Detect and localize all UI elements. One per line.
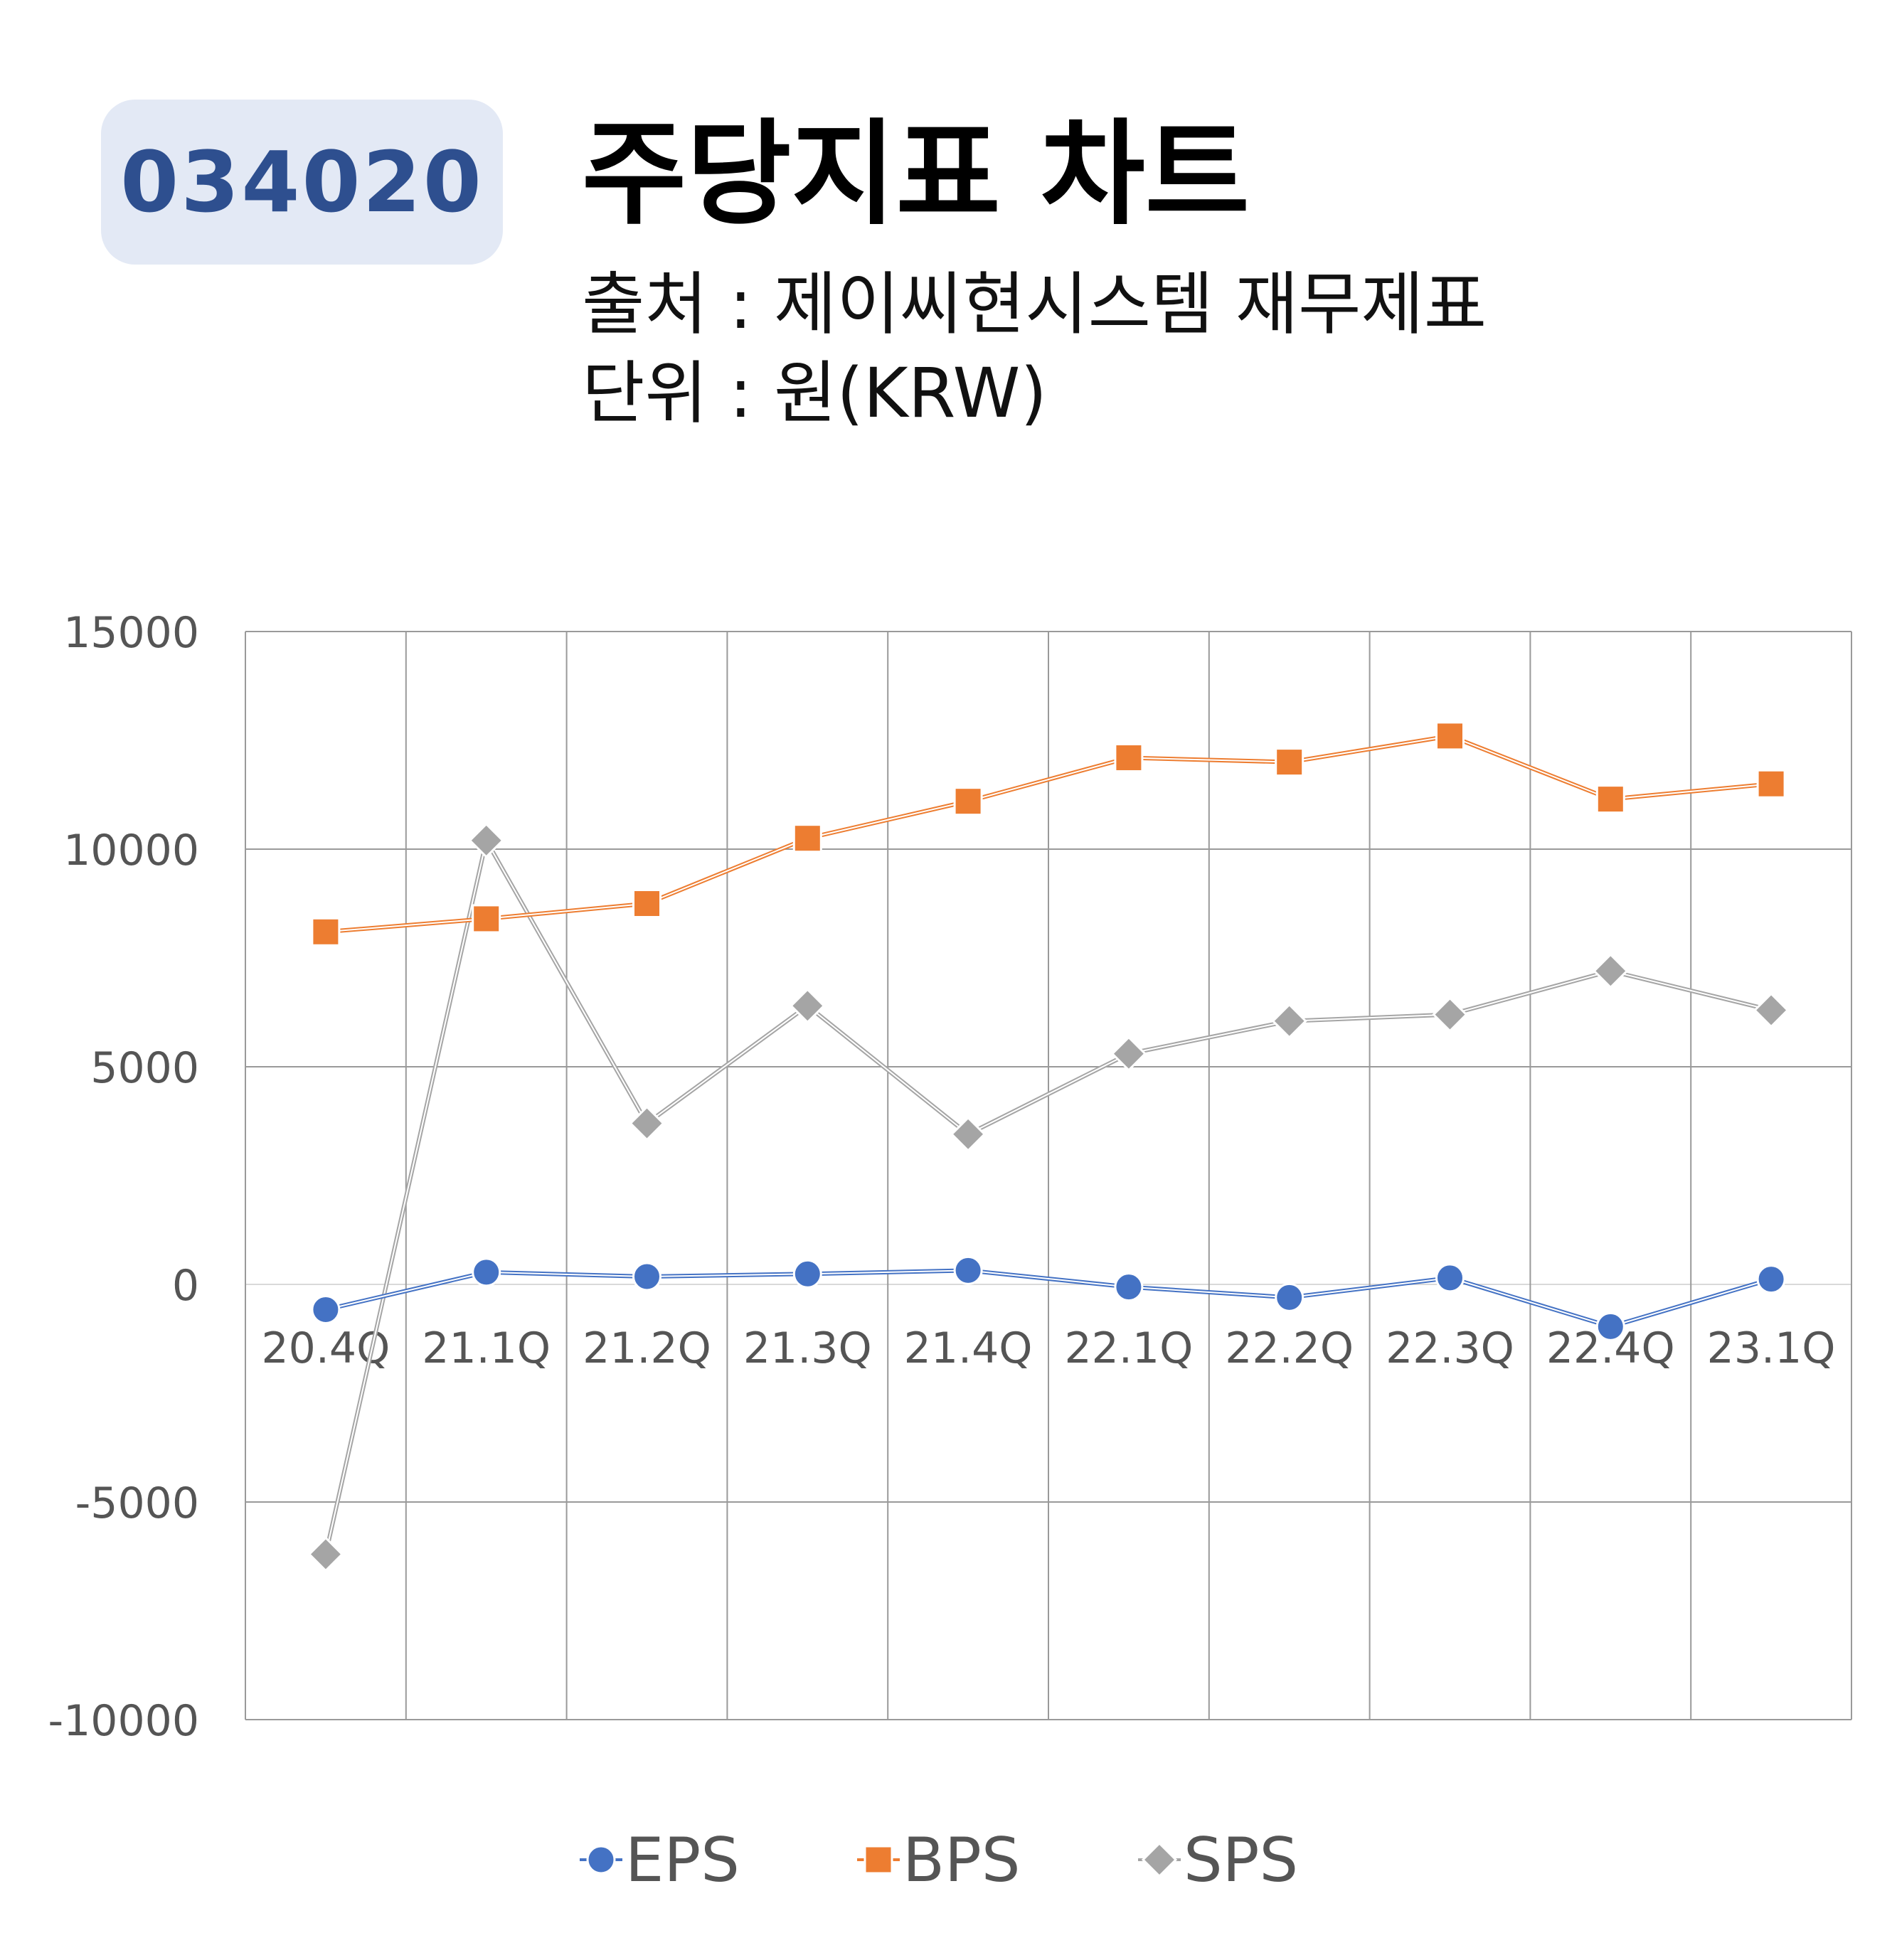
x-tick-label: 21.3Q — [743, 1323, 872, 1373]
y-tick-label: 5000 — [90, 1043, 199, 1093]
sps-line — [324, 838, 1772, 1555]
bps-point — [953, 787, 983, 816]
y-axis: 15000 10000 5000 0 -5000 -10000 — [48, 608, 199, 1746]
chart-title: 주당지표 차트 — [582, 107, 1250, 240]
bps-legend-label: BPS — [903, 1825, 1020, 1896]
bps-point — [1114, 742, 1144, 772]
y-tick-label: -10000 — [48, 1696, 199, 1746]
x-tick-label: 21.1Q — [422, 1323, 551, 1373]
y-tick-label: 15000 — [63, 608, 199, 658]
y-tick-label: 0 — [172, 1261, 199, 1311]
sps-legend-label: SPS — [1184, 1825, 1298, 1896]
unit-label: 단위 : 원(KRW) — [582, 353, 1047, 433]
eps-point — [311, 1294, 341, 1324]
eps-point — [472, 1257, 501, 1287]
sps-point — [1593, 953, 1629, 989]
eps-point — [953, 1255, 983, 1285]
sps-point — [1271, 1003, 1307, 1039]
sps-point — [1432, 996, 1468, 1033]
bps-point — [1595, 784, 1625, 814]
sps-legend-icon — [1141, 1841, 1178, 1878]
chart-grid — [245, 631, 1852, 1720]
x-tick-label: 22.3Q — [1386, 1323, 1514, 1373]
x-tick-label: 21.2Q — [583, 1323, 711, 1373]
eps-point — [632, 1262, 661, 1291]
eps-legend-label: EPS — [625, 1825, 740, 1896]
legend: EPS BPS SPS — [580, 1825, 1298, 1896]
bps-point — [311, 917, 341, 947]
sps-point — [950, 1116, 987, 1152]
x-tick-label: 22.1Q — [1064, 1323, 1193, 1373]
source-label: 출처 : 제이씨현시스템 재무제표 — [582, 265, 1487, 344]
bps-point — [1756, 769, 1786, 799]
sps-point — [468, 822, 504, 858]
sps-point — [1753, 992, 1790, 1028]
eps-point — [1595, 1311, 1625, 1341]
bps-point — [1435, 721, 1465, 751]
y-tick-label: 10000 — [63, 826, 199, 875]
bps-point — [792, 824, 822, 853]
eps-point — [1756, 1264, 1786, 1294]
x-tick-label: 23.1Q — [1707, 1323, 1836, 1373]
eps-line — [325, 1269, 1772, 1328]
stock-code: 034020 — [120, 133, 484, 231]
y-tick-label: -5000 — [75, 1479, 199, 1528]
bps-line — [325, 735, 1772, 933]
bps-point — [472, 904, 501, 934]
series-lines — [307, 721, 1790, 1572]
eps-point — [792, 1259, 822, 1289]
sps-point — [790, 988, 826, 1024]
eps-point — [1275, 1282, 1304, 1312]
bps-point — [1275, 747, 1304, 777]
stock-code-badge: 034020 — [101, 100, 503, 265]
eps-legend-icon — [586, 1845, 616, 1875]
sps-point — [629, 1105, 665, 1141]
sps-point — [307, 1536, 344, 1572]
eps-point — [1114, 1272, 1144, 1302]
bps-legend-icon — [864, 1845, 893, 1875]
sps-point — [1110, 1035, 1147, 1072]
x-tick-label: 22.2Q — [1225, 1323, 1354, 1373]
eps-point — [1435, 1263, 1465, 1293]
x-tick-label: 21.4Q — [904, 1323, 1033, 1373]
x-axis: 20.4Q 21.1Q 21.2Q 21.3Q 21.4Q 22.1Q 22.2Q 22.3Q… — [261, 1323, 1835, 1373]
bps-point — [632, 889, 661, 918]
